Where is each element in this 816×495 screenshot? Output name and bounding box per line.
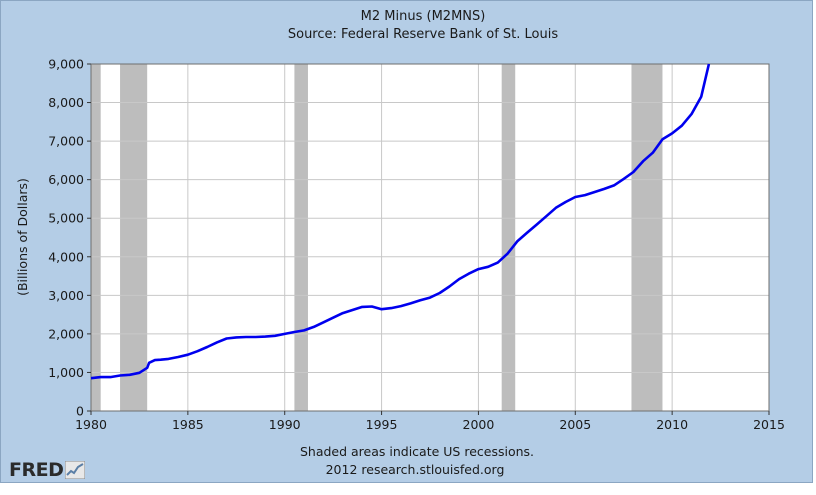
chart-title: M2 Minus (M2MNS) bbox=[361, 9, 486, 24]
chart: M2 Minus (M2MNS) Source: Federal Reserve… bbox=[15, 9, 785, 477]
recession-band bbox=[501, 64, 516, 411]
fred-logo-text: FRED bbox=[9, 459, 64, 481]
recession-band bbox=[91, 64, 101, 411]
x-tick-label: 1995 bbox=[366, 417, 398, 432]
y-tick-label: 3,000 bbox=[48, 288, 84, 303]
y-tick-label: 9,000 bbox=[48, 57, 84, 72]
x-tick-label: 2010 bbox=[656, 417, 688, 432]
y-tick-label: 8,000 bbox=[48, 95, 84, 110]
y-tick-label: 2,000 bbox=[48, 326, 84, 341]
chart-subtitle: Source: Federal Reserve Bank of St. Loui… bbox=[288, 27, 558, 42]
series-line bbox=[90, 63, 711, 380]
recession-band bbox=[120, 64, 148, 411]
y-axis-label: (Billions of Dollars) bbox=[15, 178, 30, 296]
trend-graph-icon bbox=[64, 460, 86, 480]
recession-band bbox=[294, 64, 308, 411]
y-tick-label: 1,000 bbox=[48, 365, 84, 380]
y-tick-label: 6,000 bbox=[48, 172, 84, 187]
y-tick-label: 0 bbox=[76, 404, 84, 419]
x-tick-label: 2015 bbox=[753, 417, 785, 432]
y-tick-label: 4,000 bbox=[48, 249, 84, 264]
chart-frame: M2 Minus (M2MNS) Source: Federal Reserve… bbox=[0, 0, 813, 483]
fred-logo[interactable]: FRED bbox=[9, 459, 86, 481]
recession-band bbox=[631, 64, 663, 411]
plot-area bbox=[91, 64, 769, 411]
x-tick-label: 2005 bbox=[559, 417, 591, 432]
x-tick-label: 1990 bbox=[269, 417, 301, 432]
x-tick-label: 2000 bbox=[463, 417, 495, 432]
x-tick-label: 1985 bbox=[172, 417, 204, 432]
source-credit: 2012 research.stlouisfed.org bbox=[326, 462, 505, 477]
y-tick-label: 5,000 bbox=[48, 211, 84, 226]
recession-note: Shaded areas indicate US recessions. bbox=[300, 444, 534, 459]
x-tick-label: 1980 bbox=[75, 417, 107, 432]
y-tick-label: 7,000 bbox=[48, 134, 84, 149]
plot-border bbox=[90, 63, 770, 412]
